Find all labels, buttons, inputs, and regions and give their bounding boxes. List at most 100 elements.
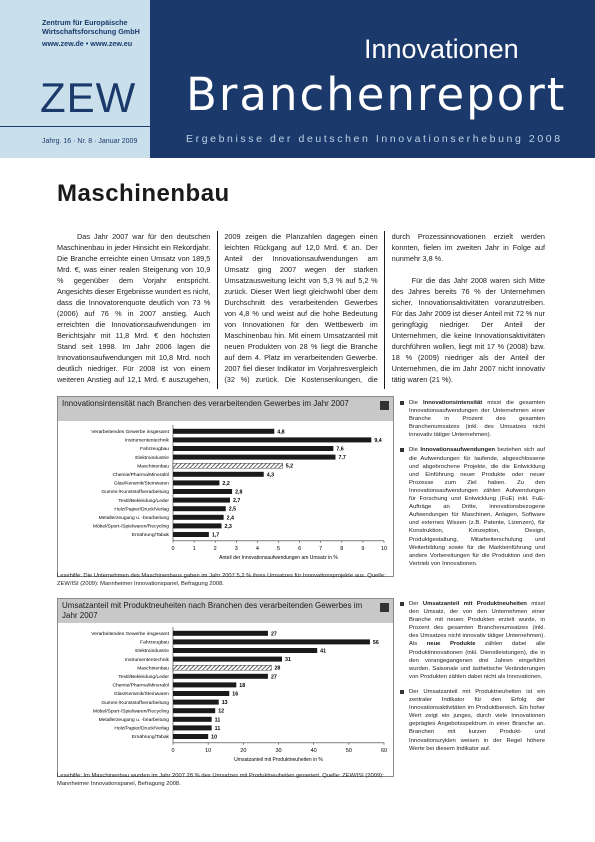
bar bbox=[173, 656, 283, 662]
bar bbox=[173, 699, 219, 705]
value-label: 27 bbox=[271, 631, 277, 637]
category-label: Metallerzeugung u. -bearbeitung bbox=[99, 515, 170, 521]
x-tick-label: 5 bbox=[277, 546, 280, 552]
category-label: Möbel/Sport-/Spielwaren/Recycling bbox=[93, 524, 169, 530]
chart: Umsatzanteil mit Produktneuheiten nach B… bbox=[57, 598, 394, 777]
value-label: 2,8 bbox=[235, 490, 242, 496]
value-label: 11 bbox=[215, 717, 221, 723]
category-label: Chemie/Pharma/Mineralöl bbox=[112, 472, 169, 478]
category-label: Instrumententechnik bbox=[125, 438, 170, 444]
series: Innovationen bbox=[364, 34, 519, 64]
category-label: Elektroindustrie bbox=[135, 648, 169, 654]
bar bbox=[173, 734, 209, 739]
note-text: zählen dabei alle Produktinnovationen (i… bbox=[409, 641, 545, 680]
note: Der Umsatzanteil mit Produktneuheiten is… bbox=[400, 688, 545, 753]
category-label: Ernährung/Tabak bbox=[132, 532, 170, 538]
value-label: 9,4 bbox=[374, 438, 381, 444]
bar bbox=[173, 454, 336, 460]
org-name: Zentrum für Europäische bbox=[42, 18, 128, 27]
note-text: misst die gesamten Innovationsaufwendung… bbox=[409, 400, 545, 439]
paragraph: Für die das Jahr 2008 waren sich Mitte d… bbox=[391, 276, 545, 384]
bar bbox=[172, 463, 283, 469]
value-label: 10 bbox=[211, 735, 217, 741]
note-text: Die bbox=[409, 400, 423, 406]
value-label: 7,6 bbox=[336, 447, 343, 453]
note-text: beziehen sich auf die Aufwendungen für l… bbox=[409, 447, 545, 567]
bar bbox=[173, 497, 230, 503]
bar bbox=[173, 725, 212, 731]
category-label: Holz/Papier/Druck/Verlag bbox=[114, 726, 169, 732]
chart-plot: 0 10 20 30 40 50 60 Umsatzanteil mit Produktneu… bbox=[91, 627, 387, 763]
issue: Jahrg. 16 · Nr. 8 · Januar 2009 bbox=[42, 138, 138, 145]
value-label: 2,3 bbox=[225, 524, 232, 530]
value-label: 28 bbox=[274, 666, 280, 672]
note-text: Der bbox=[409, 601, 423, 607]
x-tick-label: 0 bbox=[171, 748, 174, 754]
x-tick-label: 1 bbox=[193, 546, 196, 552]
value-label: 1,7 bbox=[212, 533, 219, 539]
bar bbox=[173, 523, 222, 529]
chart-title: Umsatzanteil mit Produktneuheiten nach B… bbox=[58, 599, 393, 623]
value-label: 2,5 bbox=[229, 507, 236, 513]
bar bbox=[172, 665, 272, 671]
value-label: 27 bbox=[271, 674, 277, 680]
bar bbox=[173, 480, 220, 486]
value-label: 12 bbox=[218, 709, 224, 715]
paragraph: Das Jahr 2007 war für den deutschen Masc… bbox=[57, 232, 545, 384]
value-label: 11 bbox=[215, 726, 221, 732]
x-axis-label: Umsatzanteil mit Produktneuheiten in % bbox=[234, 757, 323, 763]
note-text: Die bbox=[409, 447, 421, 454]
term: neue Produkte bbox=[426, 641, 476, 648]
bar bbox=[173, 648, 318, 653]
bar bbox=[173, 708, 216, 714]
x-tick-label: 2 bbox=[214, 546, 217, 552]
value-label: 7,7 bbox=[338, 455, 345, 461]
bar bbox=[173, 716, 212, 722]
org-url: www.zew.de • www.zew.eu bbox=[42, 39, 133, 48]
value-label: 5,2 bbox=[286, 464, 293, 470]
x-tick-label: 10 bbox=[381, 546, 387, 552]
value-label: 4,8 bbox=[277, 429, 284, 435]
bar bbox=[173, 639, 370, 645]
category-label: Maschinenbau bbox=[137, 665, 169, 671]
category-label: Fahrzeugbau bbox=[140, 446, 169, 452]
category-label: Instrumententechnik bbox=[125, 657, 170, 663]
term: Innovationsintensität bbox=[422, 400, 483, 406]
value-label: 18 bbox=[239, 683, 245, 689]
category-label: Elektroindustrie bbox=[135, 455, 169, 461]
category-label: Ernährung/Tabak bbox=[132, 734, 170, 740]
x-tick-label: 8 bbox=[340, 546, 343, 552]
value-label: 2,7 bbox=[233, 498, 240, 504]
x-axis-label: Anteil der Innovationsaufwendungen am Um… bbox=[219, 555, 338, 561]
category-label: Holz/Papier/Druck/Verlag bbox=[114, 506, 169, 512]
category-label: Möbel/Sport-/Spielwaren/Recycling bbox=[93, 708, 169, 714]
x-tick-label: 4 bbox=[256, 546, 259, 552]
caption: Lesehilfe: Die Unternehmen des Maschinen… bbox=[57, 573, 386, 587]
bar bbox=[173, 428, 275, 434]
x-tick-label: 30 bbox=[275, 748, 281, 754]
term: Umsatzanteil mit Produktneuheiten bbox=[422, 601, 527, 607]
notes: Der Umsatzanteil mit Produktneuheiten mi… bbox=[400, 600, 545, 760]
category-label: Maschinenbau bbox=[137, 463, 169, 469]
notes: Die Innovationsintensität misst die gesa… bbox=[400, 399, 545, 575]
category-label: Verarbeitendes Gewerbe insgesamt bbox=[91, 631, 169, 637]
x-tick-label: 0 bbox=[171, 546, 174, 552]
note: Die Innovationsintensität misst die gesa… bbox=[400, 399, 545, 439]
bar bbox=[173, 630, 268, 636]
category-label: Glas/Keramik/Steinwaren bbox=[114, 481, 169, 487]
value-label: 4,3 bbox=[267, 472, 274, 478]
chart: Innovationsintensität nach Branchen des … bbox=[57, 396, 394, 577]
x-tick-label: 20 bbox=[240, 748, 246, 754]
note: Der Umsatzanteil mit Produktneuheiten mi… bbox=[400, 600, 545, 681]
bar bbox=[173, 489, 233, 494]
note-text: misst den Umsatz, der von den Unternehme… bbox=[409, 601, 545, 648]
x-tick-label: 40 bbox=[311, 748, 317, 754]
report-name: Branchenreport bbox=[186, 68, 567, 121]
bar bbox=[173, 514, 224, 520]
caption: Lesehilfe: Im Maschinenbau wurden im Jah… bbox=[57, 773, 384, 787]
x-tick-label: 3 bbox=[235, 546, 238, 552]
chart-plot: 0 1 2 3 4 5 6 7 8 9 10 Anteil der Innovationsaufwen… bbox=[91, 425, 387, 561]
org-name: Wirtschaftsforschung GmbH bbox=[42, 27, 140, 36]
bar bbox=[173, 446, 334, 451]
rule bbox=[0, 126, 150, 127]
